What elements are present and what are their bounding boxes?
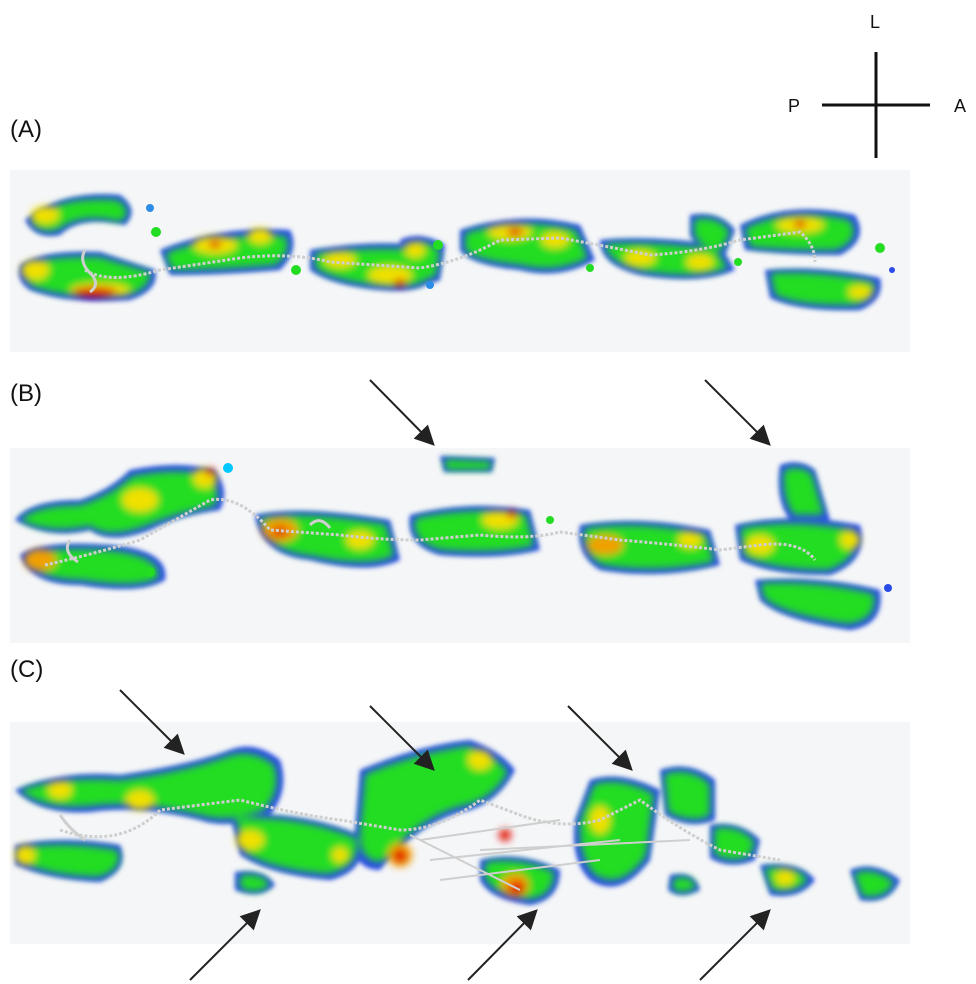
panel-c-footprints	[15, 740, 900, 905]
arrow-c-bottom-2	[467, 909, 538, 981]
panel-label-a: (A)	[10, 116, 42, 143]
orientation-left-label: P	[788, 96, 801, 116]
panel-label-c: (C)	[10, 656, 44, 683]
panel-label-b: (B)	[10, 380, 42, 407]
arrow-b-1	[369, 379, 435, 446]
orientation-top-label: L	[870, 12, 881, 32]
arrow-c-top-2	[369, 705, 435, 771]
arrow-c-top-1	[119, 689, 185, 755]
panel-b-footprints	[15, 456, 892, 630]
arrow-c-top-3	[567, 705, 633, 771]
arrow-c-bottom-3	[699, 909, 771, 981]
footprint-strip-a	[10, 170, 910, 352]
arrow-c-bottom-1	[189, 909, 261, 981]
arrow-b-2	[704, 379, 771, 446]
orientation-right-label: A	[954, 96, 967, 116]
panel-a-footprints	[18, 194, 895, 311]
